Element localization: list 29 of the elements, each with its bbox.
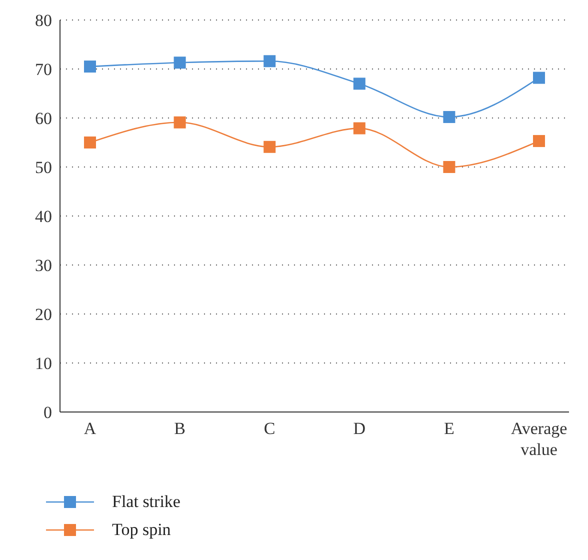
point bbox=[264, 140, 276, 153]
y-tick-label: 40 bbox=[35, 207, 52, 226]
y-tick-label: 0 bbox=[44, 403, 52, 422]
y-tick-label: 30 bbox=[35, 256, 52, 276]
point bbox=[353, 78, 366, 90]
point bbox=[174, 56, 186, 69]
y-tick-label: 50 bbox=[35, 158, 52, 178]
point bbox=[533, 72, 545, 84]
legend-label: Top spin bbox=[112, 520, 171, 540]
point bbox=[443, 111, 456, 124]
y-tick-label: 10 bbox=[35, 354, 52, 374]
x-tick-label: D bbox=[353, 419, 366, 438]
point bbox=[84, 60, 96, 73]
point bbox=[264, 55, 276, 68]
point bbox=[533, 135, 545, 148]
y-tick-label: 20 bbox=[35, 305, 52, 324]
point bbox=[353, 122, 366, 134]
y-tick-label: 70 bbox=[35, 60, 52, 80]
point bbox=[174, 116, 186, 128]
x-tick-label: A bbox=[84, 419, 97, 438]
point bbox=[443, 161, 456, 173]
y-tick-label: 60 bbox=[35, 109, 52, 128]
y-tick-label: 80 bbox=[35, 11, 52, 30]
legend-label: Flat strike bbox=[112, 492, 180, 512]
x-tick-label: B bbox=[174, 419, 186, 438]
x-tick-label: E bbox=[444, 419, 454, 438]
x-tick-label: C bbox=[264, 419, 276, 438]
x-tick-label: Average value bbox=[510, 419, 568, 459]
point bbox=[84, 136, 96, 148]
